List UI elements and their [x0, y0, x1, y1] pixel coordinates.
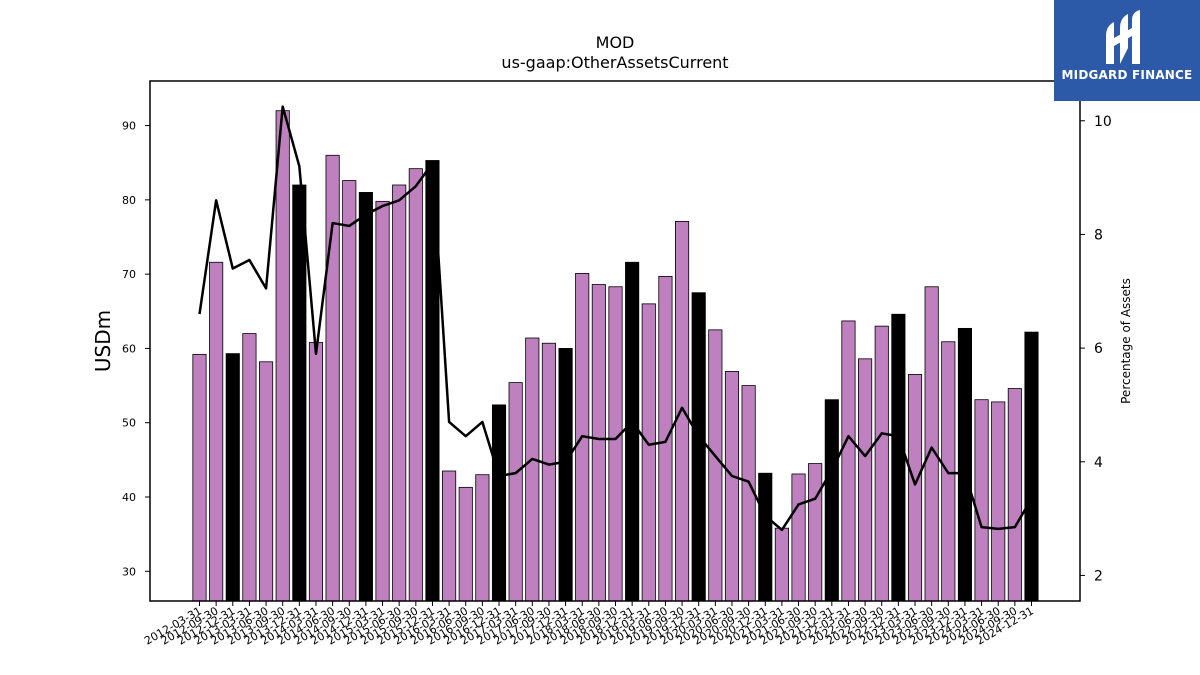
bar — [991, 401, 1006, 602]
y-tick-label-right: 2 — [1094, 568, 1103, 584]
bar — [641, 303, 656, 602]
bar — [475, 474, 490, 602]
bar — [209, 261, 224, 602]
bar — [824, 399, 839, 602]
y-tick-label-left: 70 — [122, 268, 136, 281]
y-tick-label-left: 50 — [122, 417, 136, 430]
bar — [225, 353, 240, 602]
bar — [508, 382, 523, 602]
bar — [691, 292, 706, 602]
bar — [608, 286, 623, 602]
bar — [874, 325, 889, 602]
y-axis-right: 2 4 6 8 10 — [1080, 114, 1112, 584]
chart-title: MOD — [596, 33, 635, 52]
bar — [858, 358, 873, 602]
bar — [275, 110, 290, 602]
bar — [375, 200, 390, 602]
bar — [791, 473, 806, 602]
bar — [724, 371, 740, 602]
y-tick-label-left: 30 — [122, 565, 136, 578]
bar — [891, 313, 906, 602]
bar-series — [192, 110, 1039, 602]
bar — [541, 342, 556, 602]
chart-subtitle: us-gaap:OtherAssetsCurrent — [501, 53, 728, 72]
bar — [974, 399, 989, 602]
y-tick-label-left: 60 — [122, 342, 136, 355]
bar — [924, 286, 939, 602]
y-axis-label-right: Percentage of Assets — [1119, 278, 1133, 404]
midgard-logo-icon — [1106, 10, 1140, 64]
x-axis: 2012-03-312012-09-302012-12-312013-03-31… — [142, 601, 1036, 648]
bar — [292, 184, 307, 602]
bar — [525, 337, 540, 602]
bar — [308, 342, 324, 602]
bar — [358, 192, 373, 602]
bar — [408, 168, 423, 602]
y-tick-label-left: 90 — [122, 120, 136, 133]
bar — [758, 472, 773, 602]
y-tick-label-right: 8 — [1094, 227, 1103, 243]
bar — [658, 275, 673, 602]
percentage-line — [198, 105, 1033, 532]
bar — [342, 180, 357, 602]
bar — [957, 327, 972, 602]
bar — [242, 333, 257, 602]
bar — [1007, 388, 1022, 602]
y-tick-label-right: 10 — [1094, 114, 1112, 130]
bar — [907, 374, 923, 602]
y-tick-label-right: 6 — [1094, 341, 1103, 357]
y-axis-left: 30 40 50 60 70 80 90 — [122, 120, 150, 578]
bar — [192, 353, 207, 602]
bar — [774, 527, 789, 602]
bar — [442, 470, 457, 602]
y-tick-label-left: 80 — [122, 194, 136, 207]
bar — [1024, 331, 1039, 602]
bar — [808, 463, 823, 602]
logo-text: MIDGARD FINANCE — [1061, 68, 1193, 82]
bar — [458, 486, 473, 602]
bar — [258, 361, 274, 602]
y-axis-label-left: USDm — [91, 310, 115, 372]
y-tick-label-left: 40 — [122, 491, 136, 504]
bar — [491, 404, 507, 602]
bar — [841, 320, 856, 602]
bar — [392, 184, 407, 602]
bar — [675, 220, 690, 602]
bar — [591, 284, 606, 602]
bar — [708, 329, 723, 602]
brand-logo: MIDGARD FINANCE — [1054, 0, 1200, 101]
y-tick-label-right: 4 — [1094, 455, 1103, 471]
bar — [625, 261, 640, 602]
bar — [558, 348, 573, 602]
line-series — [198, 105, 1033, 532]
